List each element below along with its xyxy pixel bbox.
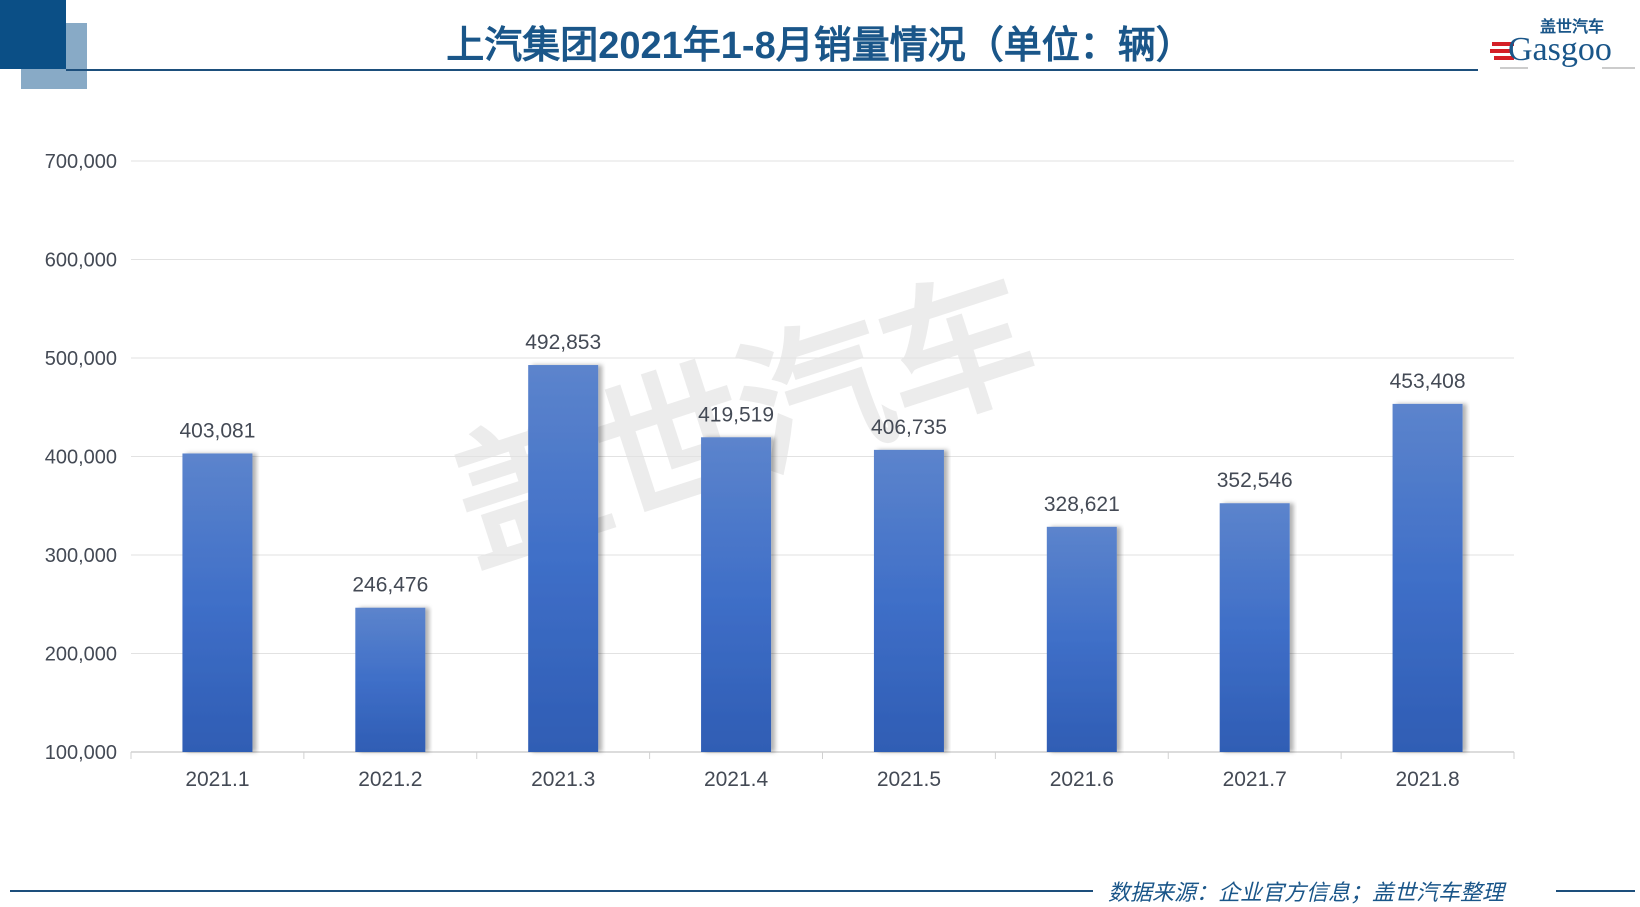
bar (1046, 526, 1117, 752)
bar (873, 449, 944, 752)
svg-text:盖世汽车: 盖世汽车 (1540, 17, 1604, 36)
y-tick-label: 500,000 (45, 348, 117, 370)
y-tick-label: 700,000 (45, 151, 117, 173)
data-label: 419,519 (698, 403, 774, 426)
y-tick-label: 100,000 (45, 742, 117, 764)
y-tick-label: 200,000 (45, 644, 117, 666)
bar (1392, 403, 1463, 752)
bar (528, 365, 599, 752)
x-tick-label: 2021.6 (1050, 768, 1114, 791)
x-tick-label: 2021.4 (704, 768, 769, 791)
bar (355, 607, 426, 752)
x-tick-label: 2021.2 (358, 768, 422, 791)
source-note: 数据来源：企业官方信息；盖世汽车整理 (1108, 880, 1505, 905)
data-label: 453,408 (1390, 370, 1466, 393)
x-tick-label: 2021.3 (531, 768, 595, 791)
gasgoo-logo: 盖世汽车 Gasgoo (1490, 17, 1635, 69)
bar (182, 453, 253, 752)
data-label: 403,081 (179, 419, 255, 442)
footer-line-right (1556, 890, 1635, 892)
decor-square-dark (0, 0, 66, 69)
x-tick-label: 2021.8 (1395, 768, 1459, 791)
title-underline (66, 69, 1478, 71)
y-tick-label: 300,000 (45, 545, 117, 567)
x-tick-label: 2021.7 (1223, 768, 1287, 791)
y-tick-label: 600,000 (45, 250, 117, 272)
data-label: 328,621 (1044, 493, 1120, 516)
x-tick-label: 2021.5 (877, 768, 941, 791)
bar (1219, 503, 1290, 752)
data-label: 352,546 (1217, 469, 1293, 492)
bar (701, 437, 772, 752)
data-label: 492,853 (525, 331, 601, 354)
footer-line-left (10, 890, 1093, 892)
chart-title: 上汽集团2021年1-8月销量情况（单位：辆） (446, 25, 1194, 67)
data-label: 406,735 (871, 416, 947, 439)
data-label: 246,476 (352, 574, 428, 597)
x-tick-label: 2021.1 (185, 768, 249, 791)
svg-text:Gasgoo: Gasgoo (1508, 31, 1612, 68)
y-tick-label: 400,000 (45, 447, 117, 469)
